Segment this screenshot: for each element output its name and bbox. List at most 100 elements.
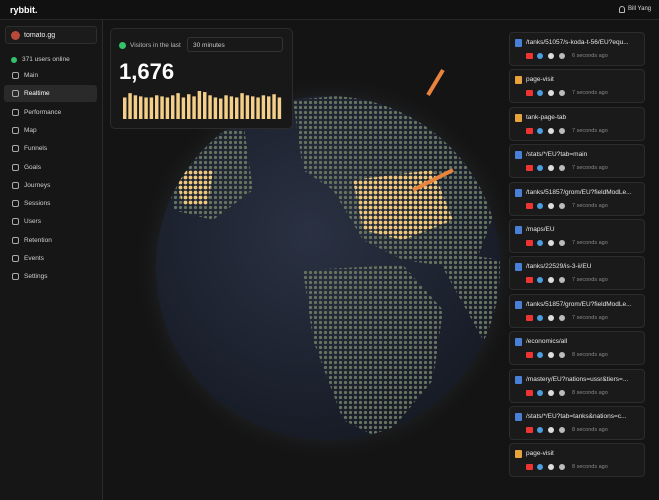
bar xyxy=(213,97,218,119)
event-type-icon xyxy=(515,375,522,384)
event-card[interactable]: /tanks/22529/is-3-ii/EU 7 seconds ago xyxy=(509,256,645,291)
event-time: 7 seconds ago xyxy=(572,165,608,172)
nav-icon xyxy=(12,181,19,189)
nav-item[interactable]: Sessions xyxy=(4,195,97,212)
bar xyxy=(256,97,260,119)
bar xyxy=(165,97,170,119)
event-path: /tanks/51057/s-koda-t-56/EU?equ... xyxy=(526,39,629,46)
nav-item[interactable]: Goals xyxy=(4,159,97,176)
event-meta-icon xyxy=(526,90,533,97)
event-meta-icon xyxy=(559,352,565,359)
event-card[interactable]: /stats/*/EU?tab=main 7 seconds ago xyxy=(509,144,645,179)
nav-icon xyxy=(12,255,19,262)
bar xyxy=(240,93,244,119)
event-path: /stats/*/EU?tab=main xyxy=(526,151,588,159)
event-type-icon xyxy=(515,113,522,122)
event-meta-icon xyxy=(526,277,533,284)
nav-item[interactable]: Main xyxy=(4,67,97,84)
bar xyxy=(272,94,276,119)
event-meta-icon xyxy=(537,202,543,209)
event-time: 8 seconds ago xyxy=(572,464,608,471)
event-meta-icon xyxy=(548,90,554,97)
event-meta-icon xyxy=(526,127,533,134)
event-card[interactable]: /stats/*/EU?tab=tanks&nations=c... 8 seco… xyxy=(509,406,645,440)
event-type-icon xyxy=(515,188,522,197)
nav-icon xyxy=(12,218,19,226)
event-meta-icon xyxy=(548,165,554,172)
event-meta-icon xyxy=(537,314,543,321)
bar xyxy=(245,95,250,119)
event-card[interactable]: /maps/EU 7 seconds ago xyxy=(509,219,645,253)
event-meta-icon xyxy=(537,165,543,172)
nav-item[interactable]: Events xyxy=(4,250,97,267)
event-path: /tanks/22529/is-3-ii/EU xyxy=(526,263,592,271)
range-select[interactable]: 30 minutes xyxy=(187,37,283,52)
event-meta-icon xyxy=(559,389,565,396)
nav-icon xyxy=(12,90,19,98)
event-meta-icon xyxy=(526,53,533,59)
event-time: 7 seconds ago xyxy=(572,240,608,246)
user-icon xyxy=(619,6,625,13)
nav-item[interactable]: Retention xyxy=(4,232,97,249)
event-time: 7 seconds ago xyxy=(572,202,608,209)
event-meta-icon xyxy=(548,464,554,471)
event-meta-icon xyxy=(526,240,533,246)
nav-item[interactable]: Realtime xyxy=(4,85,97,103)
event-meta-icon xyxy=(559,314,565,321)
visitor-count: 1,676 xyxy=(119,59,175,84)
event-card[interactable]: page-visit 8 seconds ago xyxy=(509,443,645,478)
event-meta-icon xyxy=(559,127,565,134)
event-time: 8 seconds ago xyxy=(572,352,608,359)
nav-icon xyxy=(12,200,19,208)
nav-item[interactable]: Settings xyxy=(4,268,97,285)
bar xyxy=(181,97,186,119)
event-type-icon xyxy=(515,413,522,421)
event-time: 8 seconds ago xyxy=(572,427,608,433)
event-meta-icon xyxy=(537,389,543,396)
event-time: 7 seconds ago xyxy=(572,314,608,321)
event-card[interactable]: /tanks/51057/s-koda-t-56/EU?equ... 6 seco… xyxy=(509,32,645,66)
event-type-icon xyxy=(515,39,522,47)
event-card[interactable]: /tanks/51857/grom/EU?fieldModLe... 7 seco… xyxy=(509,293,645,328)
event-card[interactable]: page-visit 7 seconds ago xyxy=(509,69,645,104)
event-meta-icon xyxy=(548,427,554,433)
nav-item[interactable]: Map xyxy=(4,122,97,139)
logo[interactable]: rybbit. xyxy=(10,5,38,15)
event-card[interactable]: /economics/all 8 seconds ago xyxy=(509,331,645,366)
bar xyxy=(224,95,228,119)
bar xyxy=(144,97,148,119)
nav-icon xyxy=(12,273,19,281)
online-count: 371 users online xyxy=(22,56,70,63)
site-name: tomato.gg xyxy=(24,32,56,39)
nav-item[interactable]: Users xyxy=(4,213,97,230)
site-icon xyxy=(11,31,20,40)
nav-item[interactable]: Funnels xyxy=(4,140,97,157)
event-type-icon xyxy=(515,226,522,234)
event-meta-icon xyxy=(526,314,533,321)
nav-icon xyxy=(12,126,19,134)
bar xyxy=(123,97,127,119)
event-meta-icon xyxy=(548,240,554,246)
nav-icon xyxy=(12,72,19,79)
bar xyxy=(203,92,207,119)
nav-item[interactable]: Journeys xyxy=(4,177,97,194)
nav-item[interactable]: Performance xyxy=(4,104,97,121)
visitor-bars xyxy=(123,91,282,119)
bar xyxy=(251,96,255,119)
site-selector[interactable]: tomato.gg xyxy=(5,26,97,44)
globe xyxy=(133,68,523,463)
user-name[interactable]: Bill Yang xyxy=(628,6,652,12)
bar xyxy=(149,97,154,119)
event-meta-icon xyxy=(537,90,543,97)
bar xyxy=(133,95,138,119)
event-card[interactable]: /tanks/51857/grom/EU?fieldModLe... 7 seco… xyxy=(509,181,645,216)
visitors-card: Visitors in the last 30 minutes 1,676 xyxy=(110,28,293,129)
nav-icon xyxy=(12,236,19,244)
event-meta-icon xyxy=(537,464,543,471)
online-dot xyxy=(11,57,17,63)
event-card[interactable]: /mastery/EU?nations=ussr&tiers=... 8 seco… xyxy=(509,368,645,403)
event-card[interactable]: tank-page-tab 7 seconds ago xyxy=(509,106,645,141)
event-meta-icon xyxy=(526,165,533,172)
event-time: 7 seconds ago xyxy=(572,90,608,97)
